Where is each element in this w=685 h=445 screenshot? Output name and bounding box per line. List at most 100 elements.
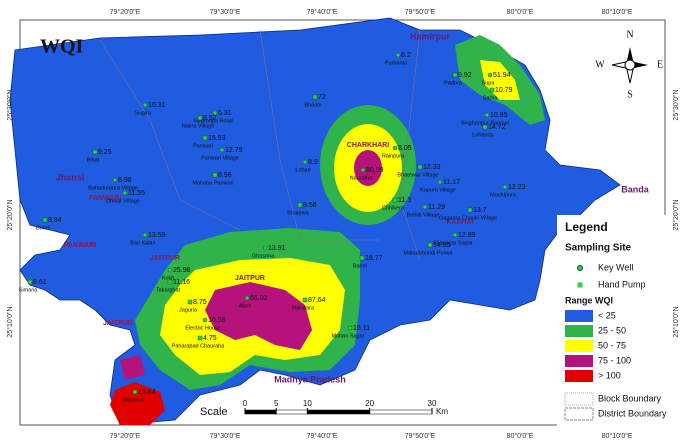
compass-label: N — [626, 29, 633, 40]
sampling-site — [452, 232, 458, 238]
legend-heading: Range WQI — [565, 295, 613, 305]
site-value: 11.55 — [128, 190, 145, 197]
scale-tick-label: 10 — [303, 399, 312, 408]
site-value: 15.11 — [353, 325, 370, 332]
legend-swatch — [565, 310, 593, 322]
site-value: 10.85 — [490, 112, 508, 119]
site-name: Dhwar Village — [106, 198, 140, 204]
site-value: 9.92 — [458, 72, 472, 79]
legend-label: Hand Pump — [598, 279, 646, 289]
sampling-site — [197, 115, 203, 121]
legend-swatch — [565, 340, 593, 352]
legend-label: > 100 — [598, 370, 621, 380]
latitude-label: 25°30'0"N — [672, 89, 680, 120]
legend-symbol — [577, 265, 583, 271]
compass-label: W — [595, 59, 605, 70]
longitude-label: 79°40'0"E — [307, 432, 338, 440]
site-name: Bhatewa — [287, 210, 309, 216]
site-name: Singhanpur Bagnuri — [461, 120, 510, 126]
legend-label: Key Well — [598, 262, 633, 272]
scale-segment — [369, 409, 433, 415]
legend-label: District Boundary — [598, 408, 667, 418]
sampling-site — [482, 124, 488, 130]
compass-label: S — [627, 89, 633, 100]
site-value: 13.91 — [268, 245, 286, 252]
site-name: Purbanta — [385, 60, 408, 66]
site-value: 51.94 — [493, 72, 511, 79]
block-label: CHARKHARI — [347, 142, 389, 149]
scale-title: Scale — [200, 406, 228, 418]
site-value: 6.31 — [218, 110, 232, 117]
legend-label: Block Boundary — [598, 393, 662, 403]
site-name: Panwari Village — [201, 155, 239, 161]
site-value: 8.05 — [398, 145, 412, 152]
site-name: Chhikera — [382, 205, 405, 211]
sampling-site — [452, 72, 458, 78]
scale-tick-label: 5 — [274, 399, 279, 408]
sampling-site — [122, 190, 128, 196]
site-value: 8.94 — [48, 217, 62, 224]
site-value: 12.89 — [458, 232, 476, 239]
site-value: 8.98 — [218, 172, 232, 179]
site-name: Mahuamundi Purwa — [404, 250, 454, 256]
region-label: Madhya Pradesh — [274, 374, 346, 384]
longitude-label: 80°0'0"E — [507, 432, 534, 440]
zone-over-100 — [110, 382, 165, 425]
sampling-site — [487, 72, 493, 78]
site-name: Mahona — [123, 397, 144, 403]
sampling-site — [212, 110, 218, 116]
sampling-site — [142, 232, 148, 238]
legend-title: Legend — [565, 220, 608, 234]
region-label: Hamirpur — [410, 31, 451, 41]
longitude-label: 80°0'0"E — [507, 8, 534, 16]
sampling-site — [297, 202, 303, 208]
sampling-site — [27, 279, 33, 285]
site-value: 15.93 — [208, 135, 226, 142]
sampling-site — [167, 267, 173, 273]
latitude-label: 25°20'0"N — [6, 199, 14, 230]
zone-75-100 — [120, 355, 145, 380]
sampling-site — [392, 197, 398, 203]
site-value: 10.79 — [495, 87, 513, 94]
longitude-label: 79°50'0"E — [405, 8, 436, 16]
site-value: 11.16 — [173, 279, 190, 286]
sampling-site — [219, 147, 225, 153]
site-name: Aboh — [239, 303, 252, 309]
site-value: 8.98 — [118, 177, 132, 184]
site-name: Ghosona — [252, 253, 275, 259]
sampling-site — [360, 167, 366, 173]
legend-label: 50 - 75 — [598, 340, 626, 350]
latitude-label: 25°20'0"N — [672, 199, 680, 230]
site-value: 14.85 — [433, 242, 451, 249]
compass — [611, 47, 648, 84]
block-label: JAITPUR — [235, 275, 265, 282]
block-label: KABRAI — [446, 219, 473, 226]
scale-tick-label: 20 — [365, 399, 374, 408]
sampling-site — [167, 279, 173, 285]
site-name: Lohari — [295, 167, 310, 173]
site-value: 12.79 — [225, 147, 243, 154]
site-value: 12.33 — [423, 164, 441, 171]
site-name: Barori — [353, 263, 368, 269]
site-value: 12.23 — [508, 184, 526, 191]
scale-tick-label: 30 — [428, 399, 437, 408]
sampling-site — [484, 112, 490, 118]
site-value: 14.72 — [488, 124, 506, 131]
legend-symbol — [577, 282, 583, 288]
site-value: 9.25 — [98, 149, 112, 156]
site-name: Mohan Sagar — [331, 333, 364, 339]
sampling-site — [417, 164, 423, 170]
site-name: Bahadurpura Village — [88, 185, 138, 191]
site-value: 8.52 — [203, 115, 217, 122]
site-name: Padora — [444, 80, 463, 86]
site-value: 13.7 — [473, 207, 487, 214]
site-name: Gaganra Chauki Village — [439, 215, 497, 221]
site-name: Swaroopa Road — [193, 118, 232, 124]
legend-swatch — [564, 392, 594, 406]
site-value: 18.77 — [365, 255, 383, 262]
site-name: Electric House — [185, 325, 220, 331]
legend-swatch — [565, 355, 593, 367]
site-name: Paharabad Chauraha — [172, 343, 226, 349]
site-name: Kokh — [162, 275, 175, 281]
block-label: JAITPUR — [150, 255, 180, 262]
